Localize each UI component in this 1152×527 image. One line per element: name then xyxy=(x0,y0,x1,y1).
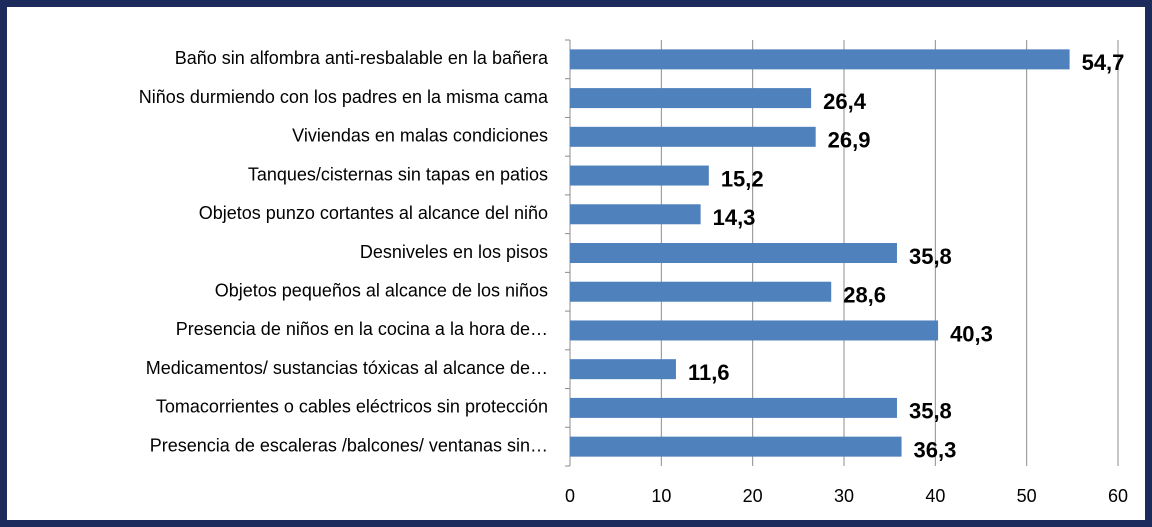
y-tick-label: Baño sin alfombra anti-resbalable en la … xyxy=(175,48,549,68)
data-label: 11,6 xyxy=(688,360,730,385)
y-tick-label: Viviendas en malas condiciones xyxy=(292,126,548,146)
x-tick-label: 10 xyxy=(651,486,671,506)
y-tick-label: Medicamentos/ sustancias tóxicas al alca… xyxy=(146,358,548,378)
data-label: 40,3 xyxy=(950,321,993,346)
x-tick-label: 20 xyxy=(743,486,763,506)
x-tick-label: 0 xyxy=(565,486,575,506)
bar xyxy=(570,359,676,380)
data-label: 26,9 xyxy=(828,128,871,153)
bar xyxy=(570,126,816,147)
x-tick-label: 30 xyxy=(834,486,854,506)
y-tick-label: Niños durmiendo con los padres en la mis… xyxy=(139,87,549,107)
bar xyxy=(570,88,812,109)
x-tick-label: 60 xyxy=(1108,486,1128,506)
data-label: 28,6 xyxy=(843,283,886,308)
y-tick-label: Objetos punzo cortantes al alcance del n… xyxy=(199,203,548,223)
bar xyxy=(570,165,709,186)
data-label: 54,7 xyxy=(1082,50,1125,75)
bar xyxy=(570,49,1070,70)
data-label: 15,2 xyxy=(721,166,764,191)
x-tick-label: 50 xyxy=(1017,486,1037,506)
data-label: 35,8 xyxy=(909,399,952,424)
data-label: 36,3 xyxy=(914,437,957,462)
bar xyxy=(570,243,897,263)
x-tick-label: 40 xyxy=(925,486,945,506)
data-label: 14,3 xyxy=(713,205,756,230)
data-label: 26,4 xyxy=(823,89,867,114)
bar xyxy=(570,397,897,418)
bar xyxy=(570,281,832,302)
y-tick-label: Objetos pequeños al alcance de los niños xyxy=(215,280,548,300)
bar xyxy=(570,436,902,457)
y-tick-label: Desniveles en los pisos xyxy=(360,242,548,262)
y-tick-label: Tomacorrientes o cables eléctricos sin p… xyxy=(156,397,548,417)
bar xyxy=(570,204,701,225)
y-tick-label: Tanques/cisternas sin tapas en patios xyxy=(248,164,548,184)
data-label: 35,8 xyxy=(909,244,952,269)
y-tick-label: Presencia de niños en la cocina a la hor… xyxy=(176,319,548,339)
y-tick-label: Presencia de escaleras /balcones/ ventan… xyxy=(150,435,548,455)
bar xyxy=(570,320,939,341)
